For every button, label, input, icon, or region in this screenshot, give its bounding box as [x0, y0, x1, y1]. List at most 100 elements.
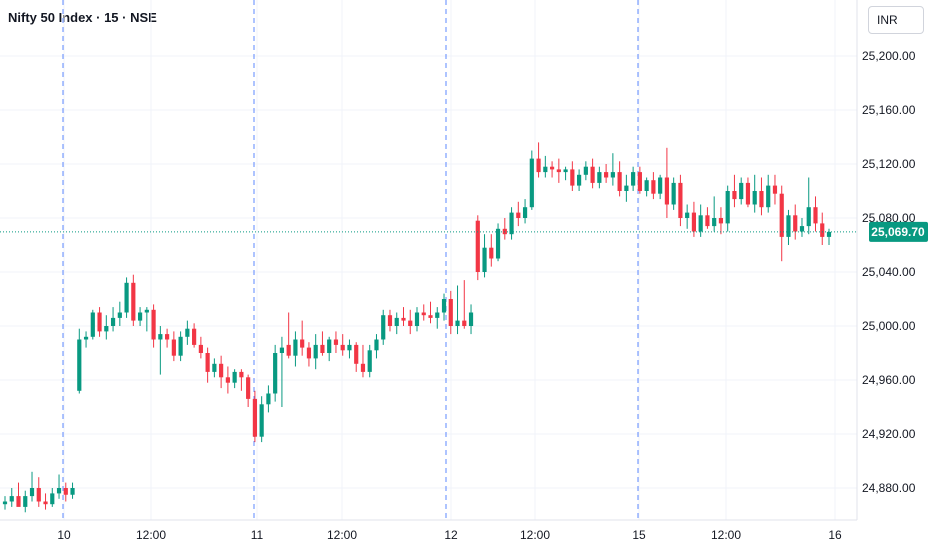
candle [766, 174, 771, 213]
candle [178, 331, 183, 362]
candle [381, 309, 386, 345]
candle [306, 342, 312, 367]
candle-body [826, 231, 832, 237]
candle [421, 304, 426, 321]
candle [826, 228, 832, 245]
candle [158, 326, 163, 375]
x-tick-label: 12:00 [136, 528, 166, 542]
candle-body [117, 312, 122, 318]
candle-body [9, 496, 14, 502]
candle [428, 301, 433, 324]
candle [259, 396, 264, 443]
candle-body [83, 336, 89, 340]
candle [502, 218, 507, 240]
candle [732, 174, 737, 208]
candle-body [124, 282, 129, 313]
x-tick-label: 11 [251, 528, 264, 542]
candle-body [347, 344, 352, 351]
candle-body [300, 339, 305, 348]
current-price-label: 25,069.70 [871, 225, 925, 239]
candle-body [246, 377, 251, 399]
candle-body [786, 215, 791, 237]
candle-body [219, 363, 224, 378]
candle-body [56, 488, 62, 494]
candle-body [793, 215, 798, 232]
candle [556, 158, 561, 183]
candle-body [266, 393, 271, 405]
candle-body [165, 334, 170, 340]
candle-body [421, 312, 426, 316]
candle-body [90, 312, 95, 337]
candle [739, 177, 744, 205]
candle [327, 336, 332, 362]
candle [279, 336, 285, 407]
candle-body [198, 344, 203, 353]
candle [205, 347, 210, 383]
candle [624, 174, 629, 202]
x-tick-label: 12 [444, 528, 458, 542]
candle [36, 477, 41, 507]
candle [658, 174, 663, 200]
candle [212, 358, 217, 378]
x-tick-label: 12:00 [520, 528, 550, 542]
candle [448, 290, 453, 335]
candle [712, 196, 717, 232]
candle-body [144, 309, 149, 313]
candle [232, 369, 237, 389]
candle [516, 201, 521, 227]
y-tick-label: 25,080.00 [862, 211, 916, 225]
candle-body [631, 172, 636, 186]
candle-body [212, 363, 217, 372]
candle-body [97, 312, 102, 332]
candle [563, 166, 568, 181]
candle [144, 307, 149, 332]
candle-body [462, 320, 467, 326]
candle [83, 331, 89, 348]
y-tick-label: 24,880.00 [862, 481, 916, 495]
candle-body [185, 328, 190, 337]
candle [414, 307, 420, 332]
candle [617, 161, 622, 197]
candle-body [685, 212, 690, 218]
candle-body [772, 185, 778, 194]
candle-body [705, 215, 710, 227]
candle-body [482, 247, 487, 272]
candle [495, 223, 501, 262]
candle-body [441, 299, 447, 313]
currency-button[interactable]: INR [868, 6, 924, 34]
candle [455, 285, 460, 335]
candle-body [408, 320, 413, 326]
candle-body [327, 339, 332, 353]
candle [151, 304, 156, 348]
candle-body [43, 501, 48, 505]
x-tick-label: 12:00 [327, 528, 357, 542]
candle [239, 369, 244, 391]
candle [225, 366, 230, 394]
candle-body [766, 185, 771, 208]
candle-body [131, 282, 136, 321]
candle-body [286, 344, 291, 356]
candle [698, 204, 703, 237]
candle-body [556, 169, 561, 173]
candle [97, 307, 102, 337]
x-tick-label: 15 [632, 528, 646, 542]
candle [293, 331, 298, 367]
candle [286, 312, 291, 359]
candle-body [306, 347, 312, 359]
candle-body [29, 488, 35, 497]
candle [117, 301, 122, 326]
candle-body [725, 191, 730, 224]
candle-body [293, 339, 298, 356]
candle-body [536, 158, 541, 173]
candle [43, 493, 48, 510]
candle-body [739, 182, 744, 200]
candle [273, 344, 278, 402]
x-tick-label: 10 [57, 528, 71, 542]
candle-body [752, 191, 757, 205]
candle [462, 280, 467, 329]
candle [165, 328, 170, 348]
y-tick-label: 25,120.00 [862, 157, 916, 171]
candle-body [489, 247, 494, 259]
candle [468, 304, 474, 335]
